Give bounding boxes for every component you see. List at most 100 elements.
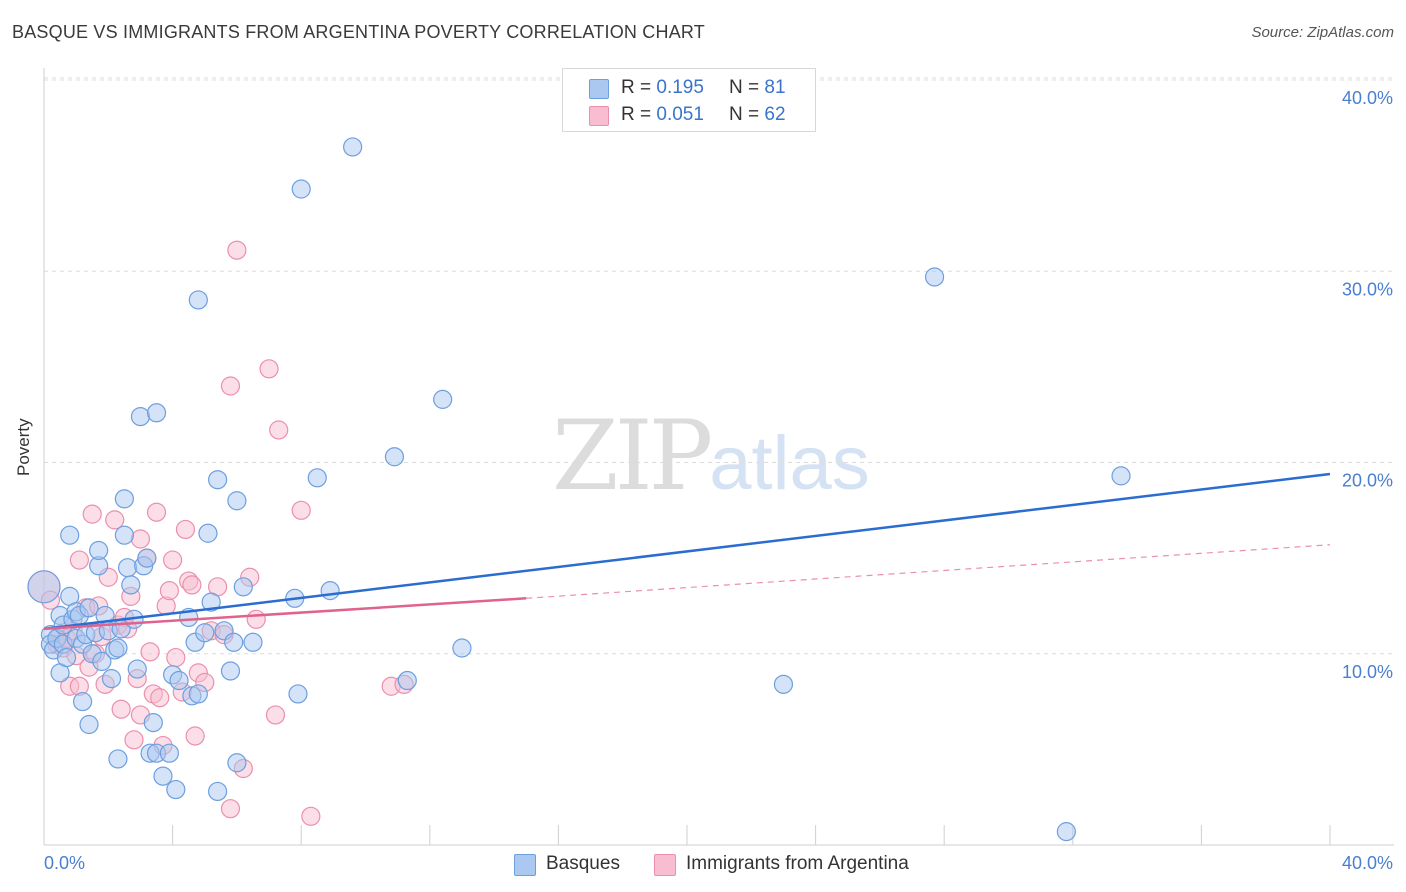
watermark-zip: ZIP [552, 400, 713, 512]
axis-layer [43, 68, 1394, 846]
basque-point [101, 669, 122, 689]
basque-point [27, 570, 61, 604]
basques-swatch [589, 79, 609, 99]
basque-point [137, 548, 157, 568]
basque-point [146, 403, 167, 423]
argentina-point [159, 581, 179, 601]
basque-point [1056, 822, 1076, 842]
basque-point [208, 470, 228, 490]
basque-point [1111, 466, 1131, 486]
basque-point [384, 447, 405, 467]
tick-label-layer: 10.0% 20.0% 30.0% 40.0% 0.0% 40.0% [44, 88, 1393, 873]
basques-trend-line [43, 472, 1331, 631]
argentina-point [259, 359, 279, 379]
basque-point [924, 267, 945, 287]
watermark-atlas: atlas [709, 421, 870, 506]
basque-point [130, 407, 151, 427]
chart-title: BASQUE VS IMMIGRANTS FROM ARGENTINA POVE… [12, 22, 705, 42]
basque-point [220, 661, 241, 681]
basque-point [227, 753, 247, 773]
basque-point [291, 179, 311, 199]
basque-point [195, 623, 215, 643]
argentina-trend-line [43, 597, 527, 631]
legend-n-label: N = [729, 77, 760, 98]
basque-point [166, 779, 186, 800]
legend-n-label: N = [729, 104, 760, 125]
basque-point [288, 684, 308, 704]
argentina-point [175, 519, 196, 540]
basque-point [60, 525, 80, 545]
x-tick-label: 40.0% [1342, 853, 1393, 873]
source-label: Source: ZipAtlas.com [1251, 24, 1394, 41]
argentina-swatch [589, 106, 609, 126]
basque-point [121, 575, 141, 595]
argentina-point [269, 420, 289, 440]
argentina-point [163, 550, 183, 570]
argentina-point [265, 705, 286, 725]
basque-point [79, 598, 99, 618]
argentina-point [220, 799, 241, 819]
basque-point [227, 491, 247, 511]
basque-point [153, 766, 173, 786]
basque-point [108, 749, 128, 769]
y-tick-label: 20.0% [1342, 471, 1393, 491]
legend-r-label: R = [621, 104, 652, 125]
basque-point [143, 712, 163, 733]
argentina-point [124, 730, 144, 750]
legend-r-value: 0.051 [656, 104, 704, 125]
grid-layer [44, 77, 1394, 655]
basque-point [89, 540, 109, 561]
argentina-legend-swatch [654, 854, 676, 876]
trend-layer [43, 472, 1331, 631]
basque-point [243, 632, 263, 652]
argentina-legend-label: Immigrants from Argentina [686, 853, 909, 874]
argentina-point [69, 550, 89, 570]
basque-point [72, 691, 93, 712]
basque-point [127, 659, 147, 679]
basque-point [117, 558, 138, 578]
legend-r-value: 0.195 [656, 77, 704, 98]
argentina-point [227, 240, 247, 260]
argentina-point [82, 504, 102, 524]
basque-point [159, 743, 179, 763]
basque-point [114, 525, 134, 545]
basque-point [188, 290, 208, 310]
y-tick-label: 40.0% [1342, 88, 1393, 108]
argentina-point [150, 688, 170, 708]
basque-point [56, 647, 77, 668]
argentina-point [105, 510, 125, 530]
basque-point [343, 137, 363, 157]
argentina-point [166, 647, 186, 668]
argentina-point [130, 529, 151, 549]
x-tick-label: 0.0% [44, 853, 85, 873]
basque-point [233, 577, 253, 597]
basque-point [224, 632, 244, 652]
basque-point [188, 684, 208, 704]
basque-points [27, 137, 1131, 842]
basque-point [201, 592, 221, 612]
y-tick-label: 10.0% [1342, 662, 1393, 682]
argentina-point [146, 502, 167, 522]
basque-point [307, 468, 327, 488]
basques-legend-label: Basques [546, 853, 620, 874]
basque-point [79, 714, 99, 735]
basque-point [198, 523, 218, 543]
argentina-points [27, 240, 414, 826]
argentina-point [185, 726, 205, 746]
argentina-point [220, 376, 241, 396]
argentina-point [140, 642, 160, 662]
legend-r-label: R = [621, 77, 652, 98]
argentina-point [291, 500, 311, 520]
basque-point [108, 638, 128, 658]
basque-point [114, 489, 134, 509]
basque-point [169, 670, 189, 691]
basque-point [397, 670, 417, 691]
argentina-point [301, 806, 321, 826]
argentina-trend-extension [526, 544, 1331, 599]
basques-legend-swatch [514, 854, 536, 876]
legend-n-value: 62 [764, 104, 786, 125]
legend-n-value: 81 [764, 77, 786, 98]
basque-point [452, 638, 472, 658]
basque-point [92, 651, 112, 672]
